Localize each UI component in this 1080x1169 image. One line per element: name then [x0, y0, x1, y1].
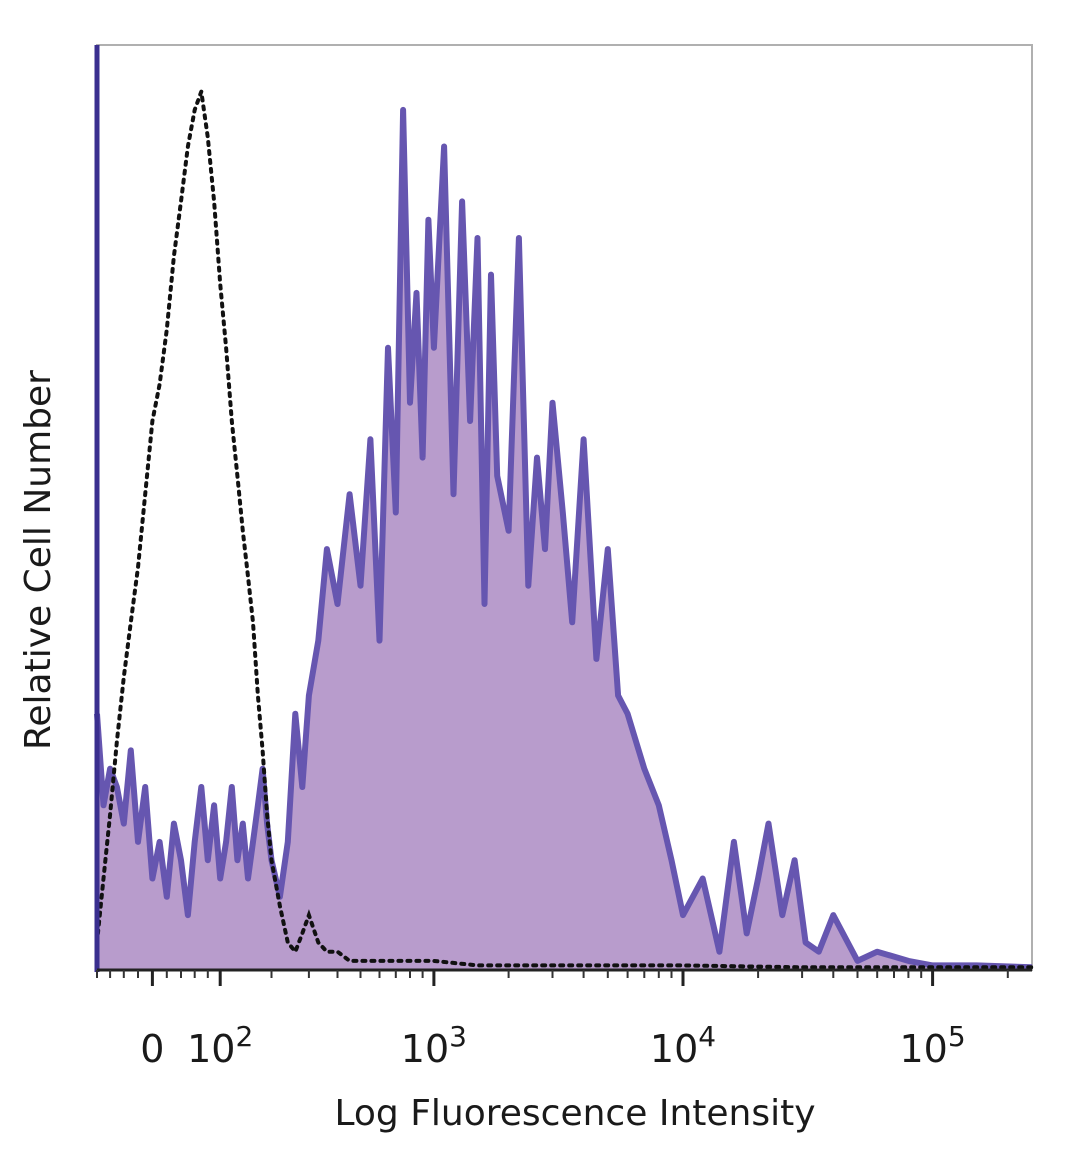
x-tick-label: 0 [140, 1027, 164, 1071]
x-tick-label: 105 [900, 1020, 966, 1071]
y-axis-title: Relative Cell Number [18, 370, 59, 750]
stained-histogram-line [94, 106, 1033, 971]
control-histogram-line [95, 90, 1034, 970]
x-tick-label: 102 [187, 1020, 253, 1071]
x-tick-label: 104 [650, 1020, 716, 1071]
x-tick-label: 103 [401, 1020, 467, 1071]
x-tick-layer: 0 102 103 104 105 [96, 970, 1009, 1071]
x-axis-title: Log Fluorescence Intensity [334, 1093, 815, 1134]
series-layer [94, 90, 1034, 971]
